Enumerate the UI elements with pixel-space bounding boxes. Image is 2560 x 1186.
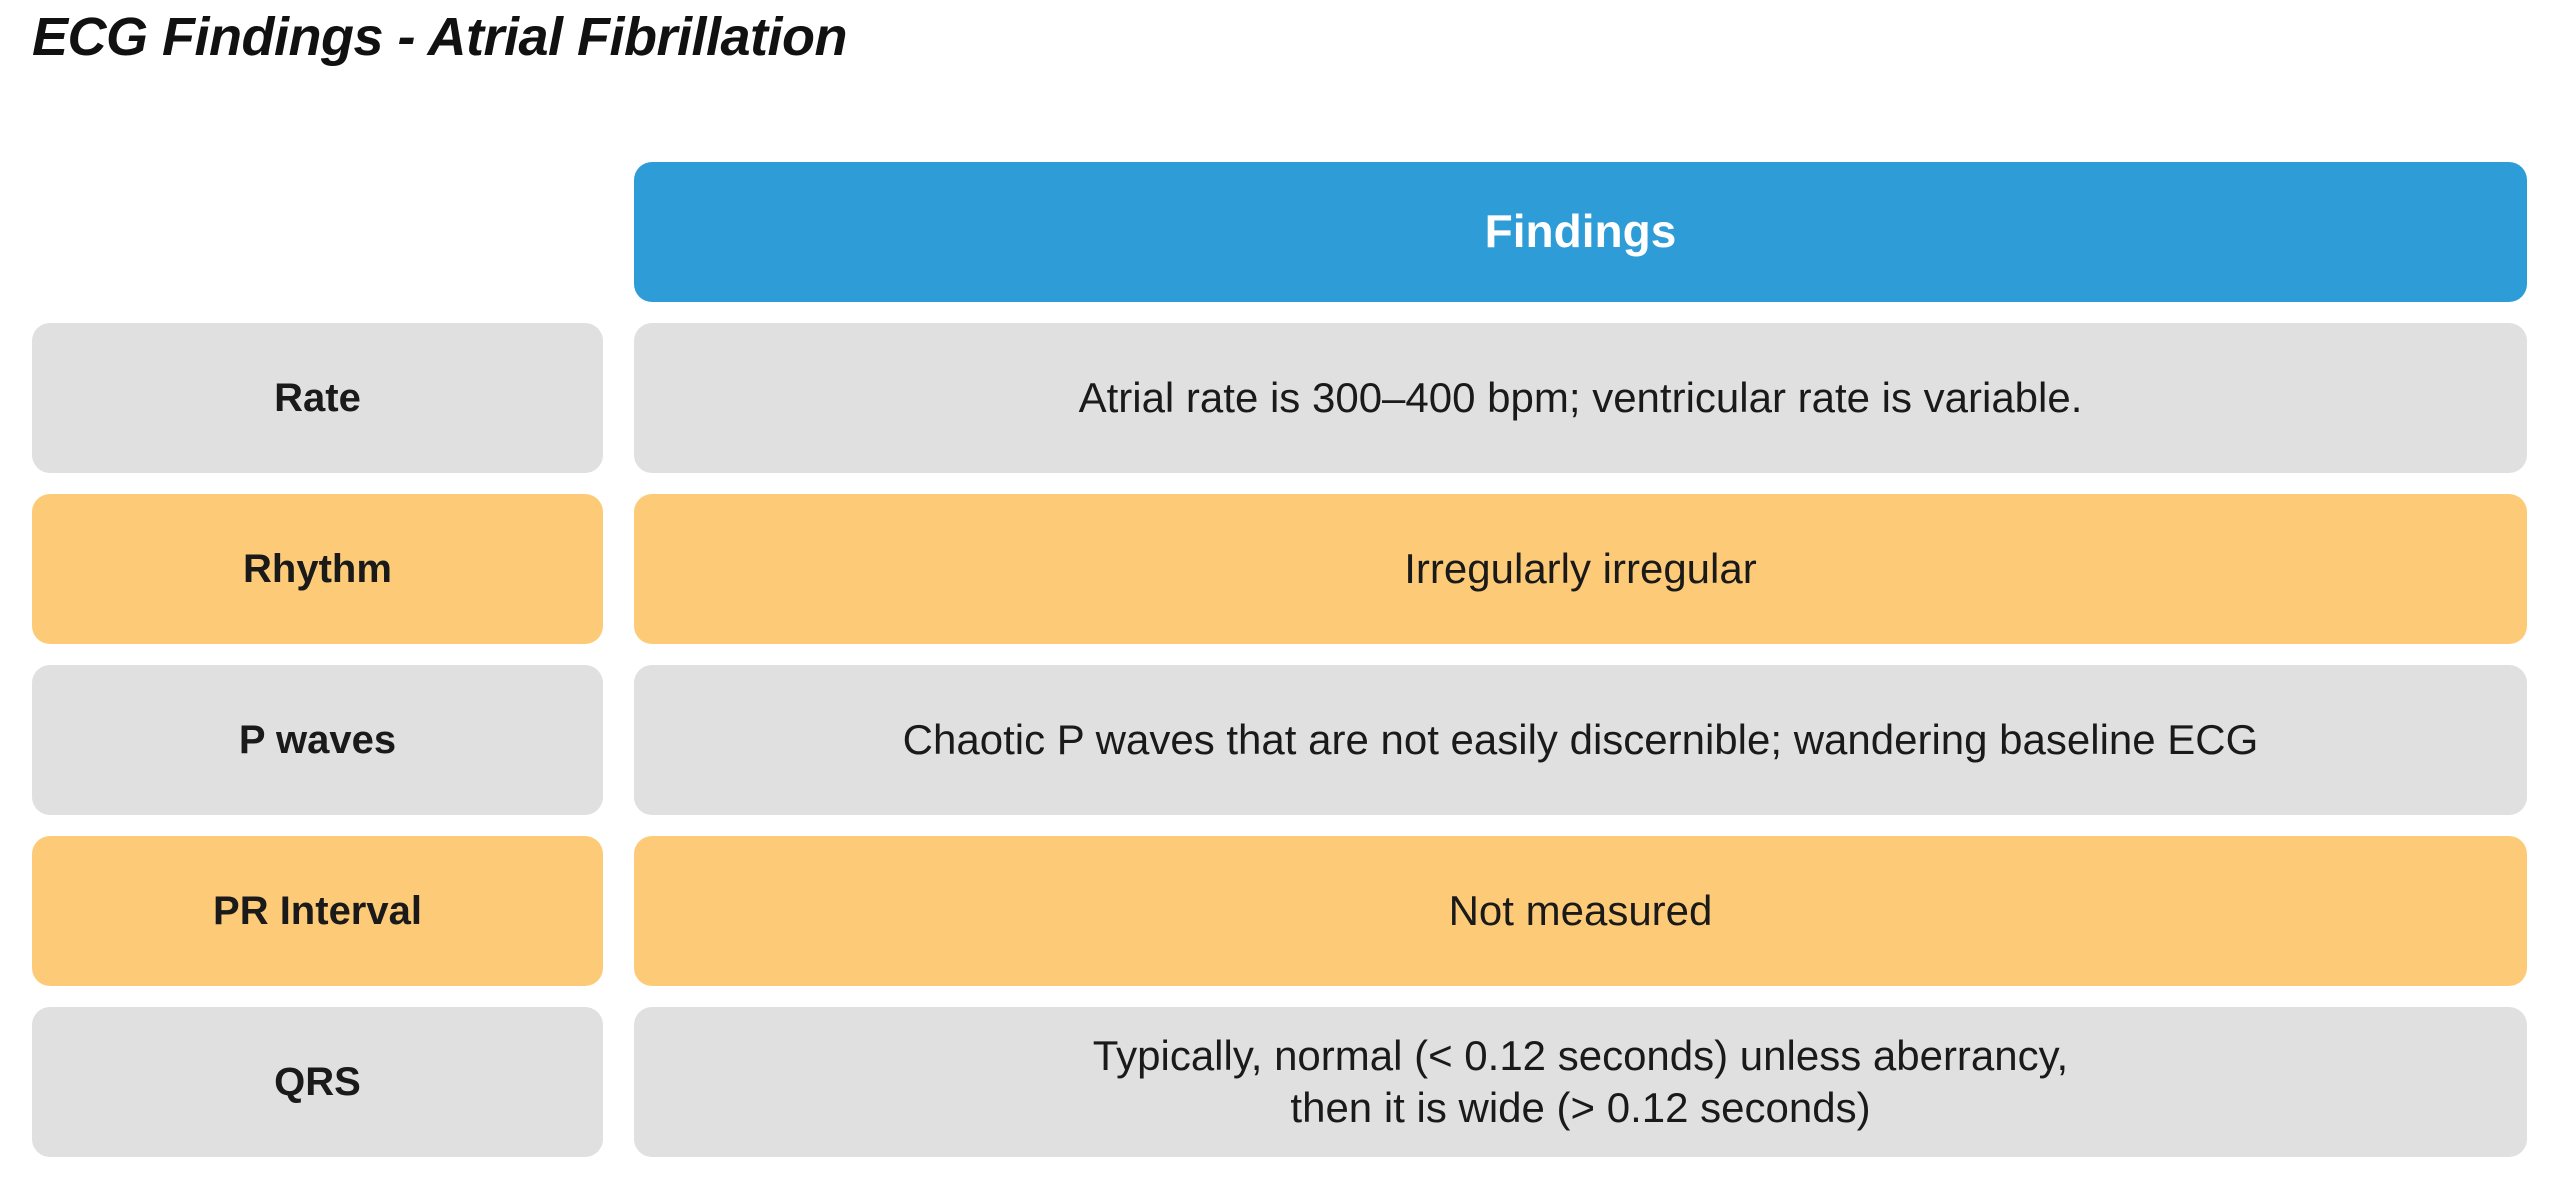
table-row-rate: Rate Atrial rate is 300–400 bpm; ventric…: [32, 323, 2527, 473]
row-label-pr-interval: PR Interval: [32, 836, 603, 986]
ecg-findings-table: Findings Rate Atrial rate is 300–400 bpm…: [32, 162, 2527, 1157]
table-row-qrs: QRS Typically, normal (< 0.12 seconds) u…: [32, 1007, 2527, 1157]
row-finding-qrs: Typically, normal (< 0.12 seconds) unles…: [634, 1007, 2527, 1157]
table-row-pr-interval: PR Interval Not measured: [32, 836, 2527, 986]
row-label-rhythm: Rhythm: [32, 494, 603, 644]
table-row-p-waves: P waves Chaotic P waves that are not eas…: [32, 665, 2527, 815]
row-finding-rhythm: Irregularly irregular: [634, 494, 2527, 644]
table-header-row: Findings: [32, 162, 2527, 302]
row-finding-rate: Atrial rate is 300–400 bpm; ventricular …: [634, 323, 2527, 473]
row-finding-pr-interval: Not measured: [634, 836, 2527, 986]
table-row-rhythm: Rhythm Irregularly irregular: [32, 494, 2527, 644]
findings-column-header: Findings: [634, 162, 2527, 302]
row-label-rate: Rate: [32, 323, 603, 473]
row-label-p-waves: P waves: [32, 665, 603, 815]
header-spacer-cell: [32, 162, 603, 302]
row-label-qrs: QRS: [32, 1007, 603, 1157]
page-title: ECG Findings - Atrial Fibrillation: [32, 7, 848, 67]
row-finding-p-waves: Chaotic P waves that are not easily disc…: [634, 665, 2527, 815]
